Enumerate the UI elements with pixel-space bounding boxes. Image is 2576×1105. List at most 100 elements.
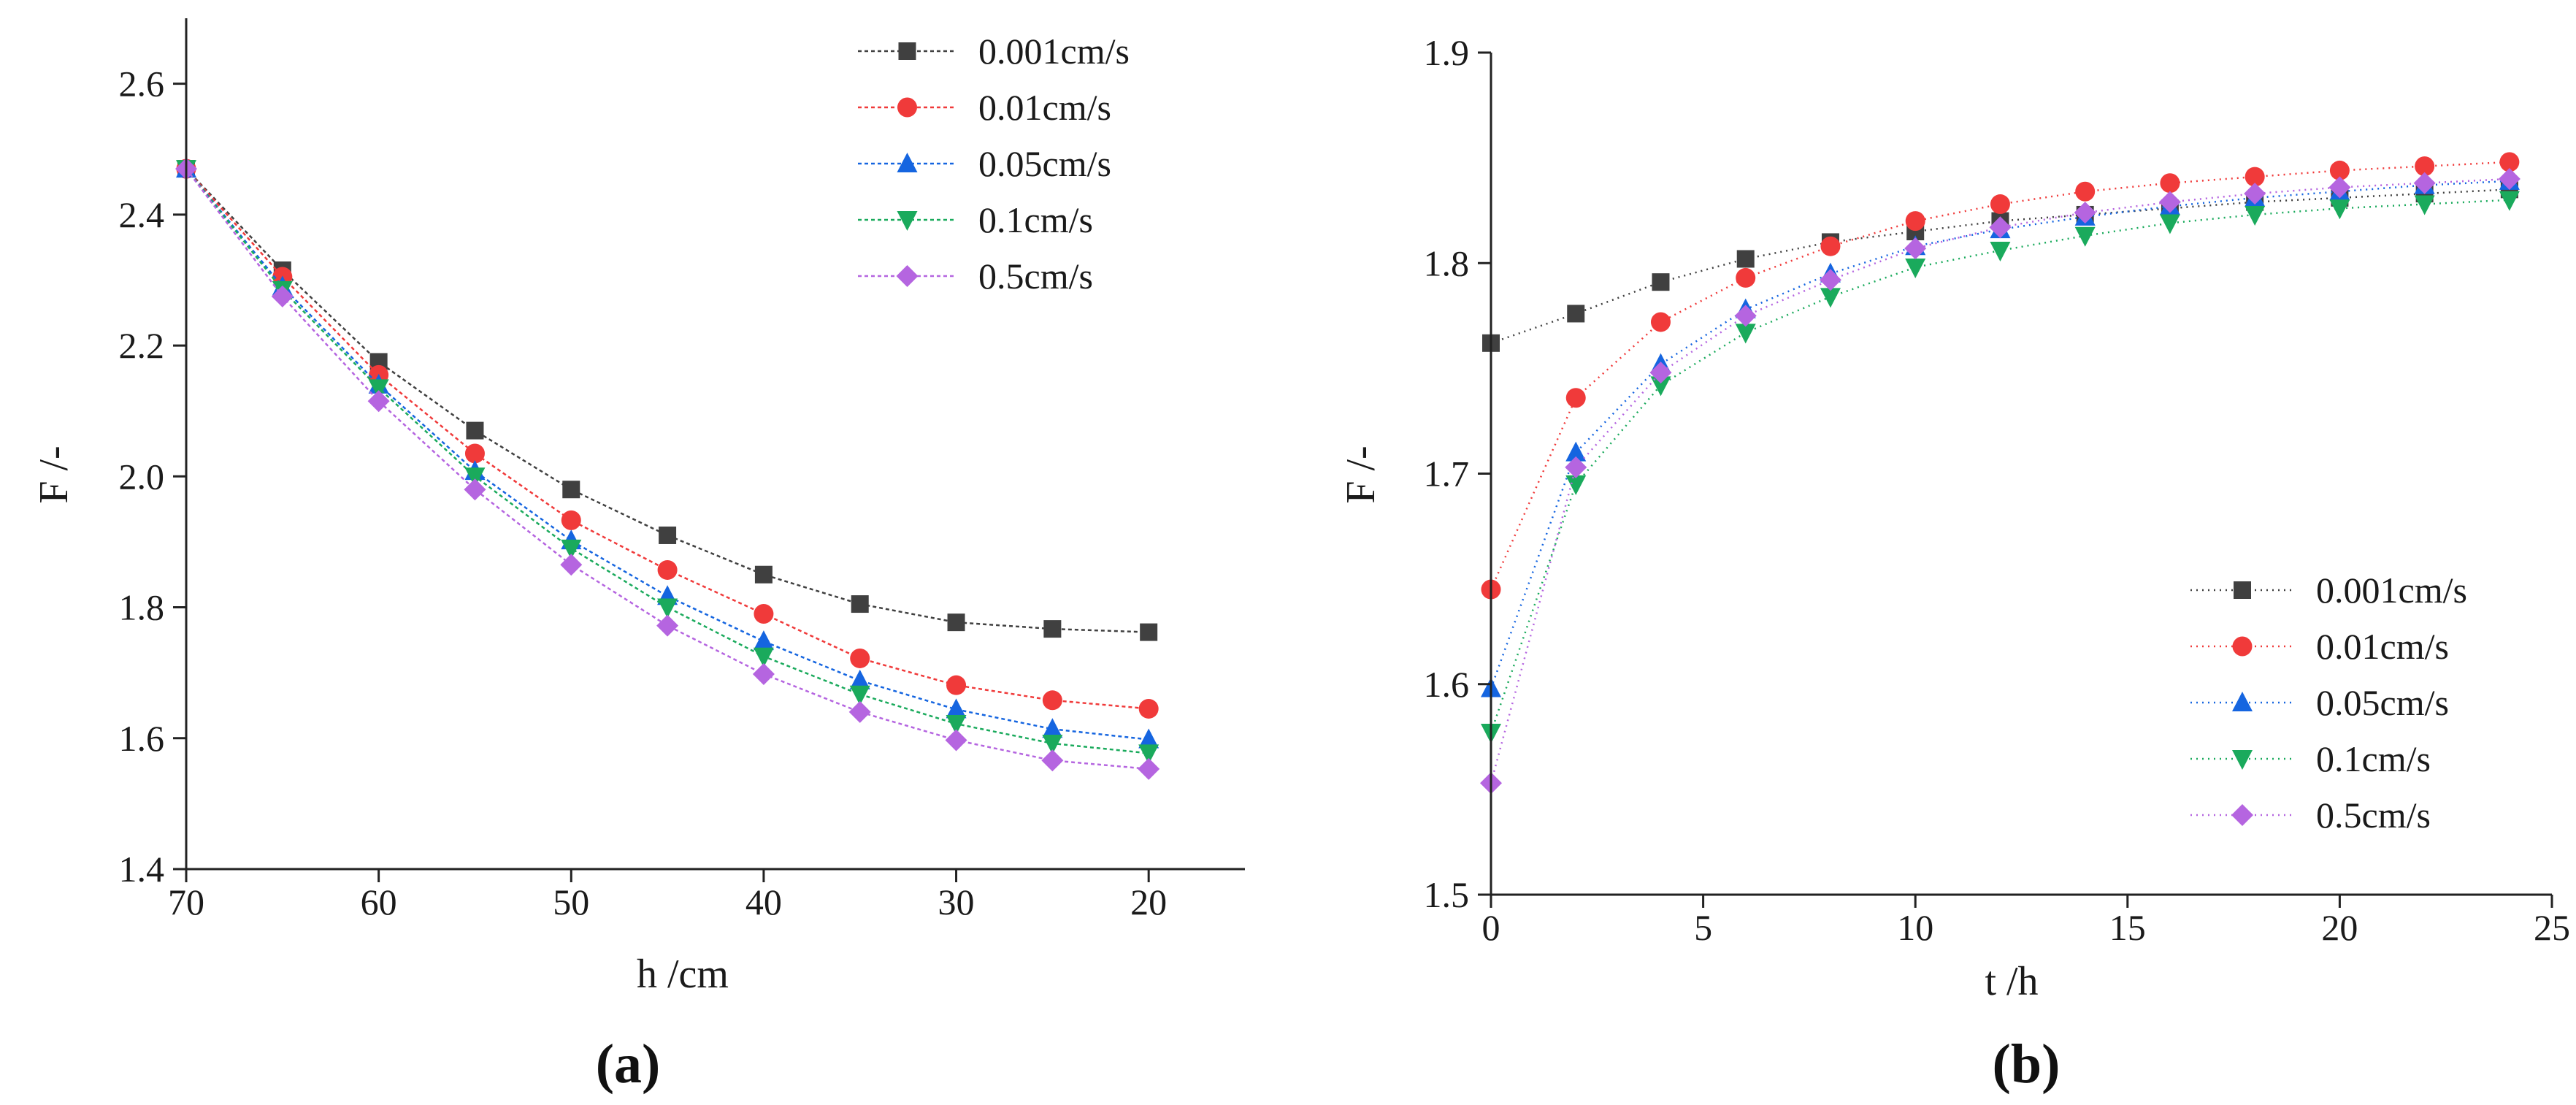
data-point	[1734, 305, 1757, 327]
y-tick-label: 1.6	[119, 718, 165, 759]
data-point	[1736, 250, 1755, 268]
x-tick-label: 20	[1130, 882, 1167, 922]
data-point	[1042, 718, 1063, 738]
data-point	[2499, 191, 2520, 211]
legend-marker	[2234, 581, 2251, 599]
data-point	[656, 614, 679, 637]
data-point	[1819, 269, 1841, 291]
data-point	[1652, 273, 1670, 291]
data-point	[754, 565, 773, 584]
data-point	[1042, 690, 1062, 711]
data-point	[1990, 194, 2010, 215]
data-point	[2328, 176, 2351, 199]
legend-marker	[897, 97, 917, 118]
data-point	[1990, 241, 2011, 261]
legend-label: 0.5cm/s	[978, 256, 1093, 297]
legend-label: 0.5cm/s	[2316, 795, 2431, 836]
data-point	[1043, 620, 1062, 638]
legend-item-1: 0.01cm/s	[2190, 626, 2449, 667]
data-point	[659, 526, 677, 544]
data-point	[657, 598, 678, 619]
data-point	[947, 613, 965, 632]
data-point	[848, 700, 871, 723]
data-point	[2329, 199, 2350, 220]
data-point	[1820, 288, 1841, 308]
y-tick-label: 1.5	[1424, 874, 1470, 915]
data-point	[464, 467, 486, 488]
data-point	[368, 379, 389, 399]
x-tick-label: 0	[1482, 907, 1500, 948]
data-point	[1565, 456, 1587, 478]
x-tick-label: 60	[361, 882, 397, 922]
data-point	[753, 630, 774, 651]
series-markers-4	[175, 158, 1160, 780]
y-axis-title: F /-	[31, 446, 77, 503]
series-line-2	[185, 168, 1149, 741]
x-axis-title: h /cm	[637, 952, 729, 997]
legend-marker	[898, 42, 916, 60]
data-point	[1140, 623, 1158, 641]
data-point	[1735, 324, 1756, 344]
legend-item-2: 0.05cm/s	[2190, 682, 2449, 723]
data-point	[946, 675, 967, 695]
data-point	[1565, 475, 1587, 495]
data-point	[1820, 236, 1841, 256]
data-point	[2158, 191, 2181, 213]
data-point	[1565, 388, 1586, 408]
data-point	[2075, 181, 2096, 202]
legend-label: 0.05cm/s	[978, 143, 1111, 184]
series-line-3	[185, 168, 1149, 754]
data-point	[946, 715, 967, 735]
legend-marker	[897, 153, 918, 172]
data-point	[1138, 728, 1159, 749]
data-point	[561, 510, 581, 530]
legend-marker	[2232, 692, 2253, 711]
data-point	[464, 478, 486, 501]
data-point	[2244, 183, 2266, 205]
data-point	[849, 669, 870, 689]
data-point	[2498, 167, 2521, 190]
y-tick-label: 2.6	[119, 64, 165, 104]
data-point	[1565, 441, 1587, 462]
data-point	[1042, 734, 1063, 754]
data-point	[561, 539, 582, 559]
series-markers-3	[1481, 191, 2520, 744]
data-point	[562, 481, 580, 499]
y-tick-label: 1.7	[1424, 454, 1470, 494]
legend-marker	[2232, 750, 2253, 770]
data-point	[851, 595, 869, 613]
data-point	[1138, 698, 1159, 719]
data-point	[2415, 156, 2435, 177]
data-point	[657, 559, 678, 580]
x-tick-label: 20	[2321, 907, 2358, 948]
legend-item-0: 0.001cm/s	[858, 31, 1130, 72]
legend-item-0: 0.001cm/s	[2190, 570, 2467, 611]
x-tick-label: 15	[2109, 907, 2146, 948]
legend-label: 0.01cm/s	[978, 87, 1111, 128]
y-tick-label: 2.2	[119, 325, 165, 366]
panel-label-b: (b)	[1993, 1033, 2061, 1095]
data-point	[2160, 173, 2180, 194]
y-tick-label: 1.8	[119, 587, 165, 628]
x-tick-label: 50	[553, 882, 589, 922]
data-point	[2245, 205, 2266, 226]
panel-label-a: (a)	[596, 1033, 661, 1095]
x-tick-label: 5	[1694, 907, 1712, 948]
legend-item-4: 0.5cm/s	[858, 256, 1093, 297]
x-tick-label: 70	[168, 882, 204, 922]
legend-item-4: 0.5cm/s	[2190, 795, 2431, 836]
legend-label: 0.001cm/s	[978, 31, 1130, 72]
data-point	[1736, 267, 1756, 288]
data-point	[560, 554, 583, 576]
legend-item-3: 0.1cm/s	[2190, 738, 2431, 779]
data-point	[2414, 195, 2435, 215]
data-point	[850, 648, 870, 668]
legend-marker	[897, 211, 918, 231]
data-point	[1649, 362, 1672, 384]
data-point	[754, 604, 774, 624]
legend-item-1: 0.01cm/s	[858, 87, 1111, 128]
data-point	[753, 647, 774, 668]
y-tick-label: 2.4	[119, 194, 165, 235]
y-tick-label: 1.8	[1424, 242, 1470, 283]
legend-marker	[896, 265, 919, 287]
